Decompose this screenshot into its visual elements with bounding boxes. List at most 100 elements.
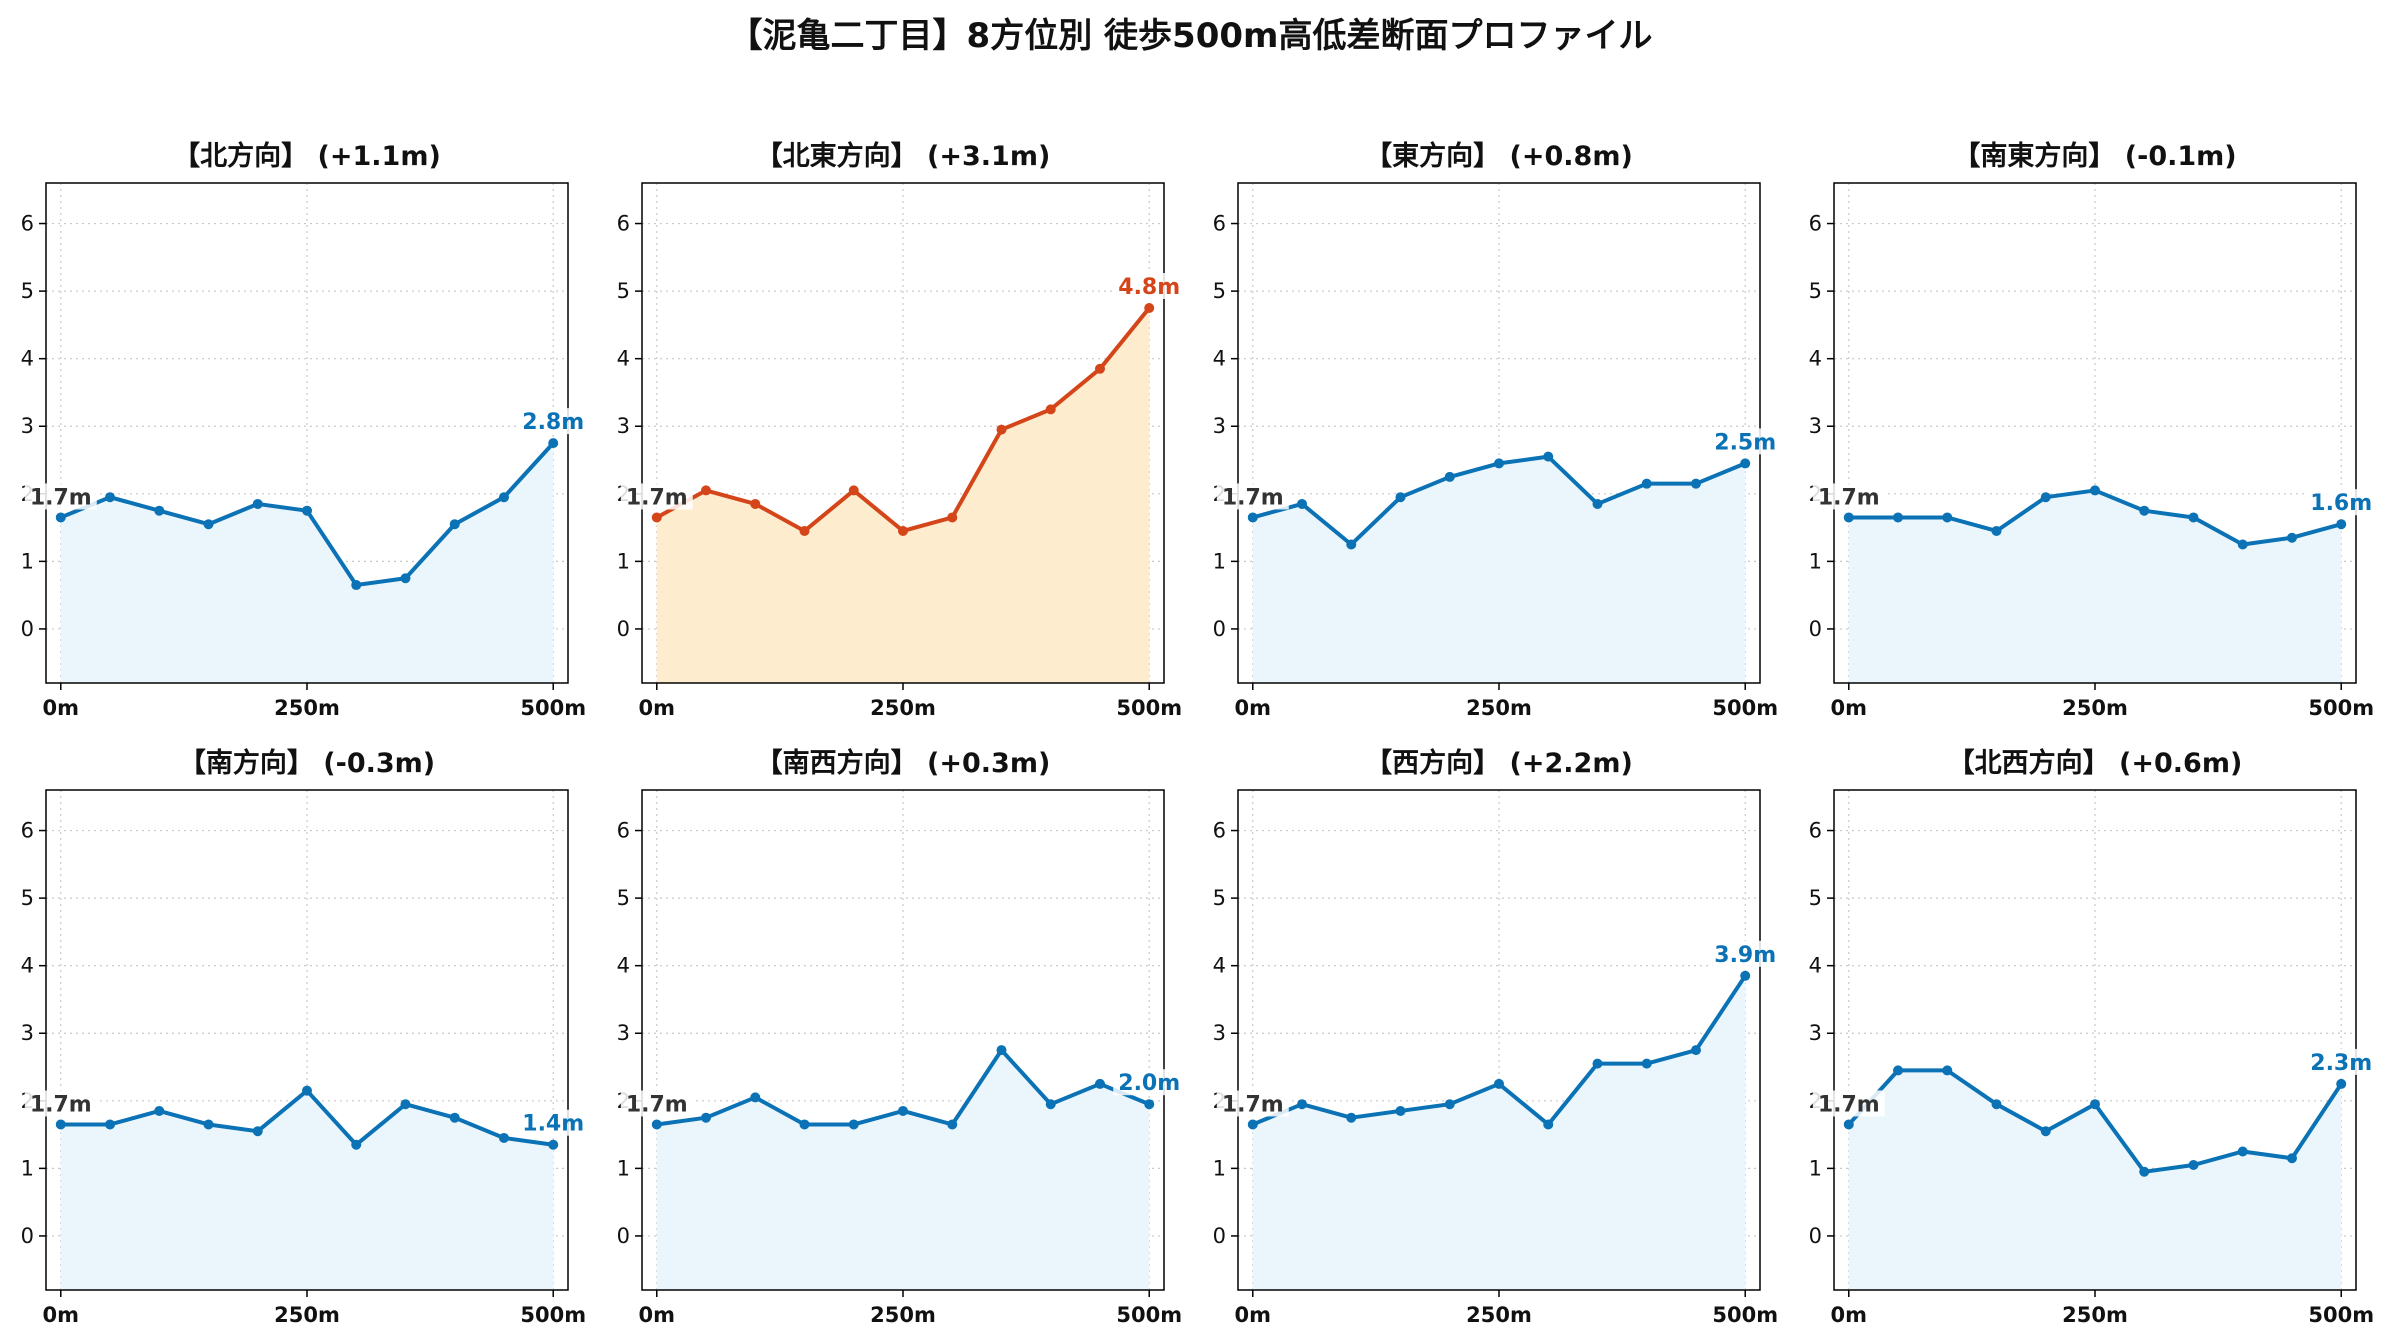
profile-point: [2336, 1078, 2347, 1089]
profile-point: [548, 1139, 559, 1150]
profile-point: [1144, 1099, 1155, 1110]
x-tick-label: 500m: [2308, 696, 2374, 720]
y-tick-label: 0: [617, 1224, 630, 1248]
profile-point: [2286, 1153, 2297, 1164]
y-tick-label: 6: [21, 212, 34, 236]
subplot-title: 【南方向】 (-0.3m): [179, 747, 435, 779]
profile-point: [1094, 363, 1105, 374]
start-label-bg: [1216, 1090, 1289, 1117]
start-label-bg: [1812, 483, 1885, 510]
profile-point: [1297, 498, 1308, 509]
profile-point: [302, 1085, 312, 1096]
profile-point: [1641, 478, 1652, 489]
y-tick-label: 1: [1809, 549, 1822, 573]
y-tick-label: 4: [617, 954, 630, 978]
profile-point: [799, 525, 810, 536]
profile-point: [1144, 303, 1155, 313]
y-tick-label: 6: [617, 212, 630, 236]
profile-point: [1942, 1065, 1953, 1076]
profile-area: [656, 308, 1150, 683]
y-tick-label: 6: [1809, 212, 1822, 236]
profile-point: [1444, 471, 1455, 482]
profile-point: [1690, 1045, 1701, 1056]
y-tick-label: 3: [1809, 414, 1822, 438]
y-tick-label: 1: [21, 1156, 34, 1180]
y-tick-label: 1: [617, 549, 630, 573]
profile-point: [2040, 492, 2051, 503]
end-label-bg: [1113, 273, 1186, 299]
start-label-bg: [24, 1090, 97, 1117]
profile-area: [1252, 975, 1746, 1290]
profile-point: [996, 1045, 1007, 1056]
start-label-bg: [24, 483, 97, 510]
end-value-label: 3.9m: [1714, 943, 1776, 968]
y-tick-label: 3: [617, 414, 630, 438]
y-tick-label: 1: [1213, 549, 1226, 573]
y-tick-label: 3: [1213, 1021, 1226, 1045]
x-tick-label: 0m: [639, 1303, 676, 1327]
profile-point: [947, 512, 958, 523]
profile-point: [154, 505, 165, 516]
x-tick-label: 0m: [43, 1303, 80, 1327]
y-tick-label: 1: [1809, 1156, 1822, 1180]
profile-point: [1045, 1099, 1056, 1110]
profile-point: [2090, 1099, 2100, 1110]
y-tick-label: 4: [1809, 954, 1822, 978]
profile-point: [1045, 404, 1056, 415]
y-tick-label: 5: [1213, 886, 1226, 910]
profile-point: [203, 519, 214, 530]
profile-point: [1444, 1099, 1455, 1110]
y-tick-label: 6: [617, 819, 630, 843]
y-tick-label: 4: [21, 954, 34, 978]
y-tick-label: 6: [1809, 819, 1822, 843]
profile-area: [1252, 456, 1746, 683]
y-tick-label: 5: [21, 279, 34, 303]
x-tick-label: 250m: [2062, 696, 2128, 720]
y-tick-label: 6: [1213, 819, 1226, 843]
y-tick-label: 4: [1213, 347, 1226, 371]
profile-point: [898, 525, 908, 536]
profile-point: [898, 1105, 908, 1116]
profile-point: [1991, 525, 2002, 536]
profile-point: [55, 512, 66, 523]
profile-point: [203, 1119, 214, 1130]
end-value-label: 1.6m: [2310, 491, 2372, 516]
start-value-label: 1.7m: [1222, 1092, 1284, 1117]
x-tick-label: 250m: [274, 696, 340, 720]
profile-point: [848, 1119, 859, 1130]
y-tick-label: 4: [21, 347, 34, 371]
profile-point: [1094, 1078, 1105, 1089]
profile-point: [1543, 451, 1554, 462]
profile-point: [2237, 1146, 2248, 1157]
profile-point: [701, 1112, 712, 1123]
y-tick-label: 3: [21, 1021, 34, 1045]
profile-point: [750, 498, 761, 509]
start-label-bg: [620, 483, 693, 510]
y-tick-label: 4: [617, 347, 630, 371]
end-value-label: 2.8m: [522, 410, 584, 435]
x-tick-label: 0m: [1831, 1303, 1868, 1327]
x-tick-label: 500m: [520, 696, 586, 720]
profile-point: [154, 1105, 165, 1116]
profile-point: [1494, 458, 1504, 469]
profile-point: [1494, 1078, 1504, 1089]
profile-point: [1991, 1099, 2002, 1110]
profile-point: [2040, 1126, 2051, 1137]
subplot-title: 【北東方向】 (+3.1m): [756, 140, 1051, 172]
profile-point: [449, 519, 460, 530]
y-tick-label: 3: [1213, 414, 1226, 438]
start-value-label: 1.7m: [626, 485, 688, 510]
y-tick-label: 0: [1213, 1224, 1226, 1248]
profile-point: [750, 1092, 761, 1103]
subplot-title: 【南東方向】 (-0.1m): [1953, 140, 2236, 172]
y-tick-label: 3: [1809, 1021, 1822, 1045]
x-tick-label: 500m: [1712, 696, 1778, 720]
profile-point: [651, 1119, 662, 1130]
start-label-bg: [1216, 483, 1289, 510]
profile-point: [1942, 512, 1953, 523]
x-tick-label: 0m: [1235, 1303, 1272, 1327]
x-tick-label: 500m: [1116, 696, 1182, 720]
x-tick-label: 250m: [870, 1303, 936, 1327]
y-tick-label: 3: [617, 1021, 630, 1045]
